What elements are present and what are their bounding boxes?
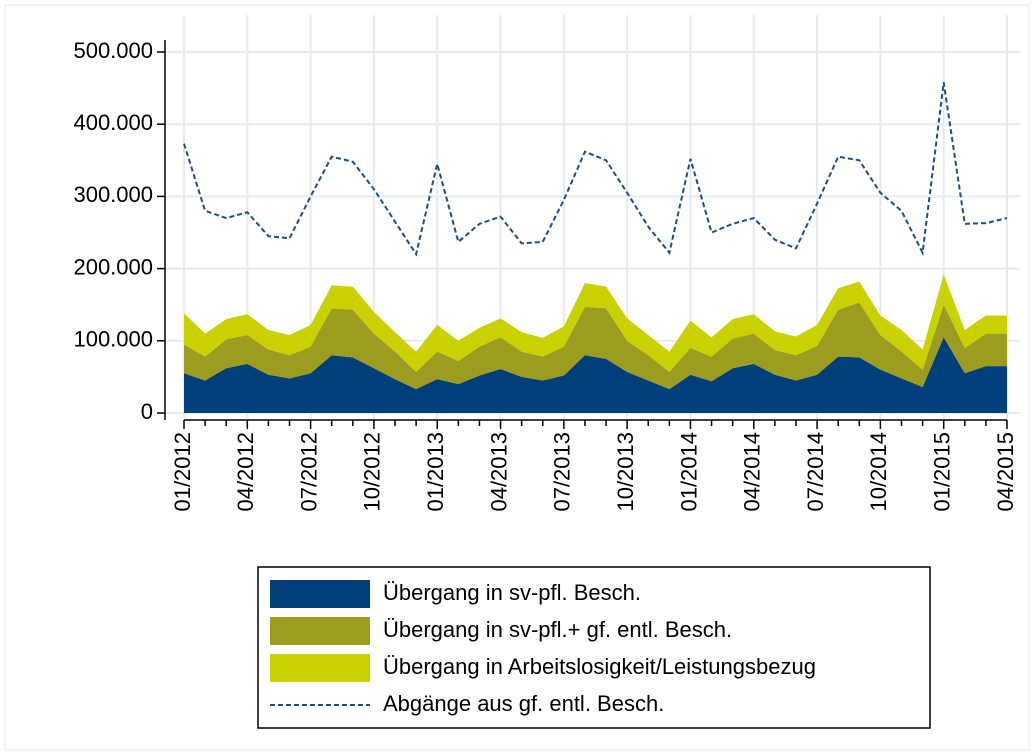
area xyxy=(184,302,1007,390)
x-tick-label: 07/2013 xyxy=(550,432,575,512)
y-tick-label: 300.000 xyxy=(73,182,153,207)
y-tick-label: 500.000 xyxy=(73,38,153,63)
legend-label: Übergang in sv-pfl.+ gf. entl. Besch. xyxy=(383,617,732,642)
x-tick-label: 04/2013 xyxy=(486,432,511,512)
legend-label: Übergang in Arbeitslosigkeit/Leistungsbe… xyxy=(383,654,816,679)
x-tick-label: 01/2014 xyxy=(676,432,701,512)
y-tick-label: 100.000 xyxy=(73,327,153,352)
legend-label: Abgänge aus gf. entl. Besch. xyxy=(383,691,664,716)
area xyxy=(184,274,1007,372)
x-tick-label: 07/2012 xyxy=(296,432,321,512)
x-tick-label: 10/2014 xyxy=(866,432,891,512)
legend-label: Übergang in sv-pfl. Besch. xyxy=(383,580,641,605)
x-tick-label: 10/2013 xyxy=(613,432,638,512)
x-tick-label: 01/2012 xyxy=(170,432,195,512)
y-tick-label: 0 xyxy=(141,399,153,424)
legend-swatch xyxy=(270,654,370,682)
legend-swatch xyxy=(270,580,370,608)
y-tick-label: 400.000 xyxy=(73,110,153,135)
x-tick-label: 10/2012 xyxy=(360,432,385,512)
y-tick-label: 200.000 xyxy=(73,254,153,279)
legend-swatch xyxy=(270,617,370,645)
x-tick-label: 04/2012 xyxy=(233,432,258,512)
x-tick-label: 01/2015 xyxy=(930,432,955,512)
area xyxy=(184,337,1007,413)
x-tick-label: 04/2015 xyxy=(993,432,1018,512)
x-tick-label: 07/2014 xyxy=(803,432,828,512)
line xyxy=(183,82,1008,257)
x-tick-label: 01/2013 xyxy=(423,432,448,512)
x-tick-label: 04/2014 xyxy=(740,432,765,512)
